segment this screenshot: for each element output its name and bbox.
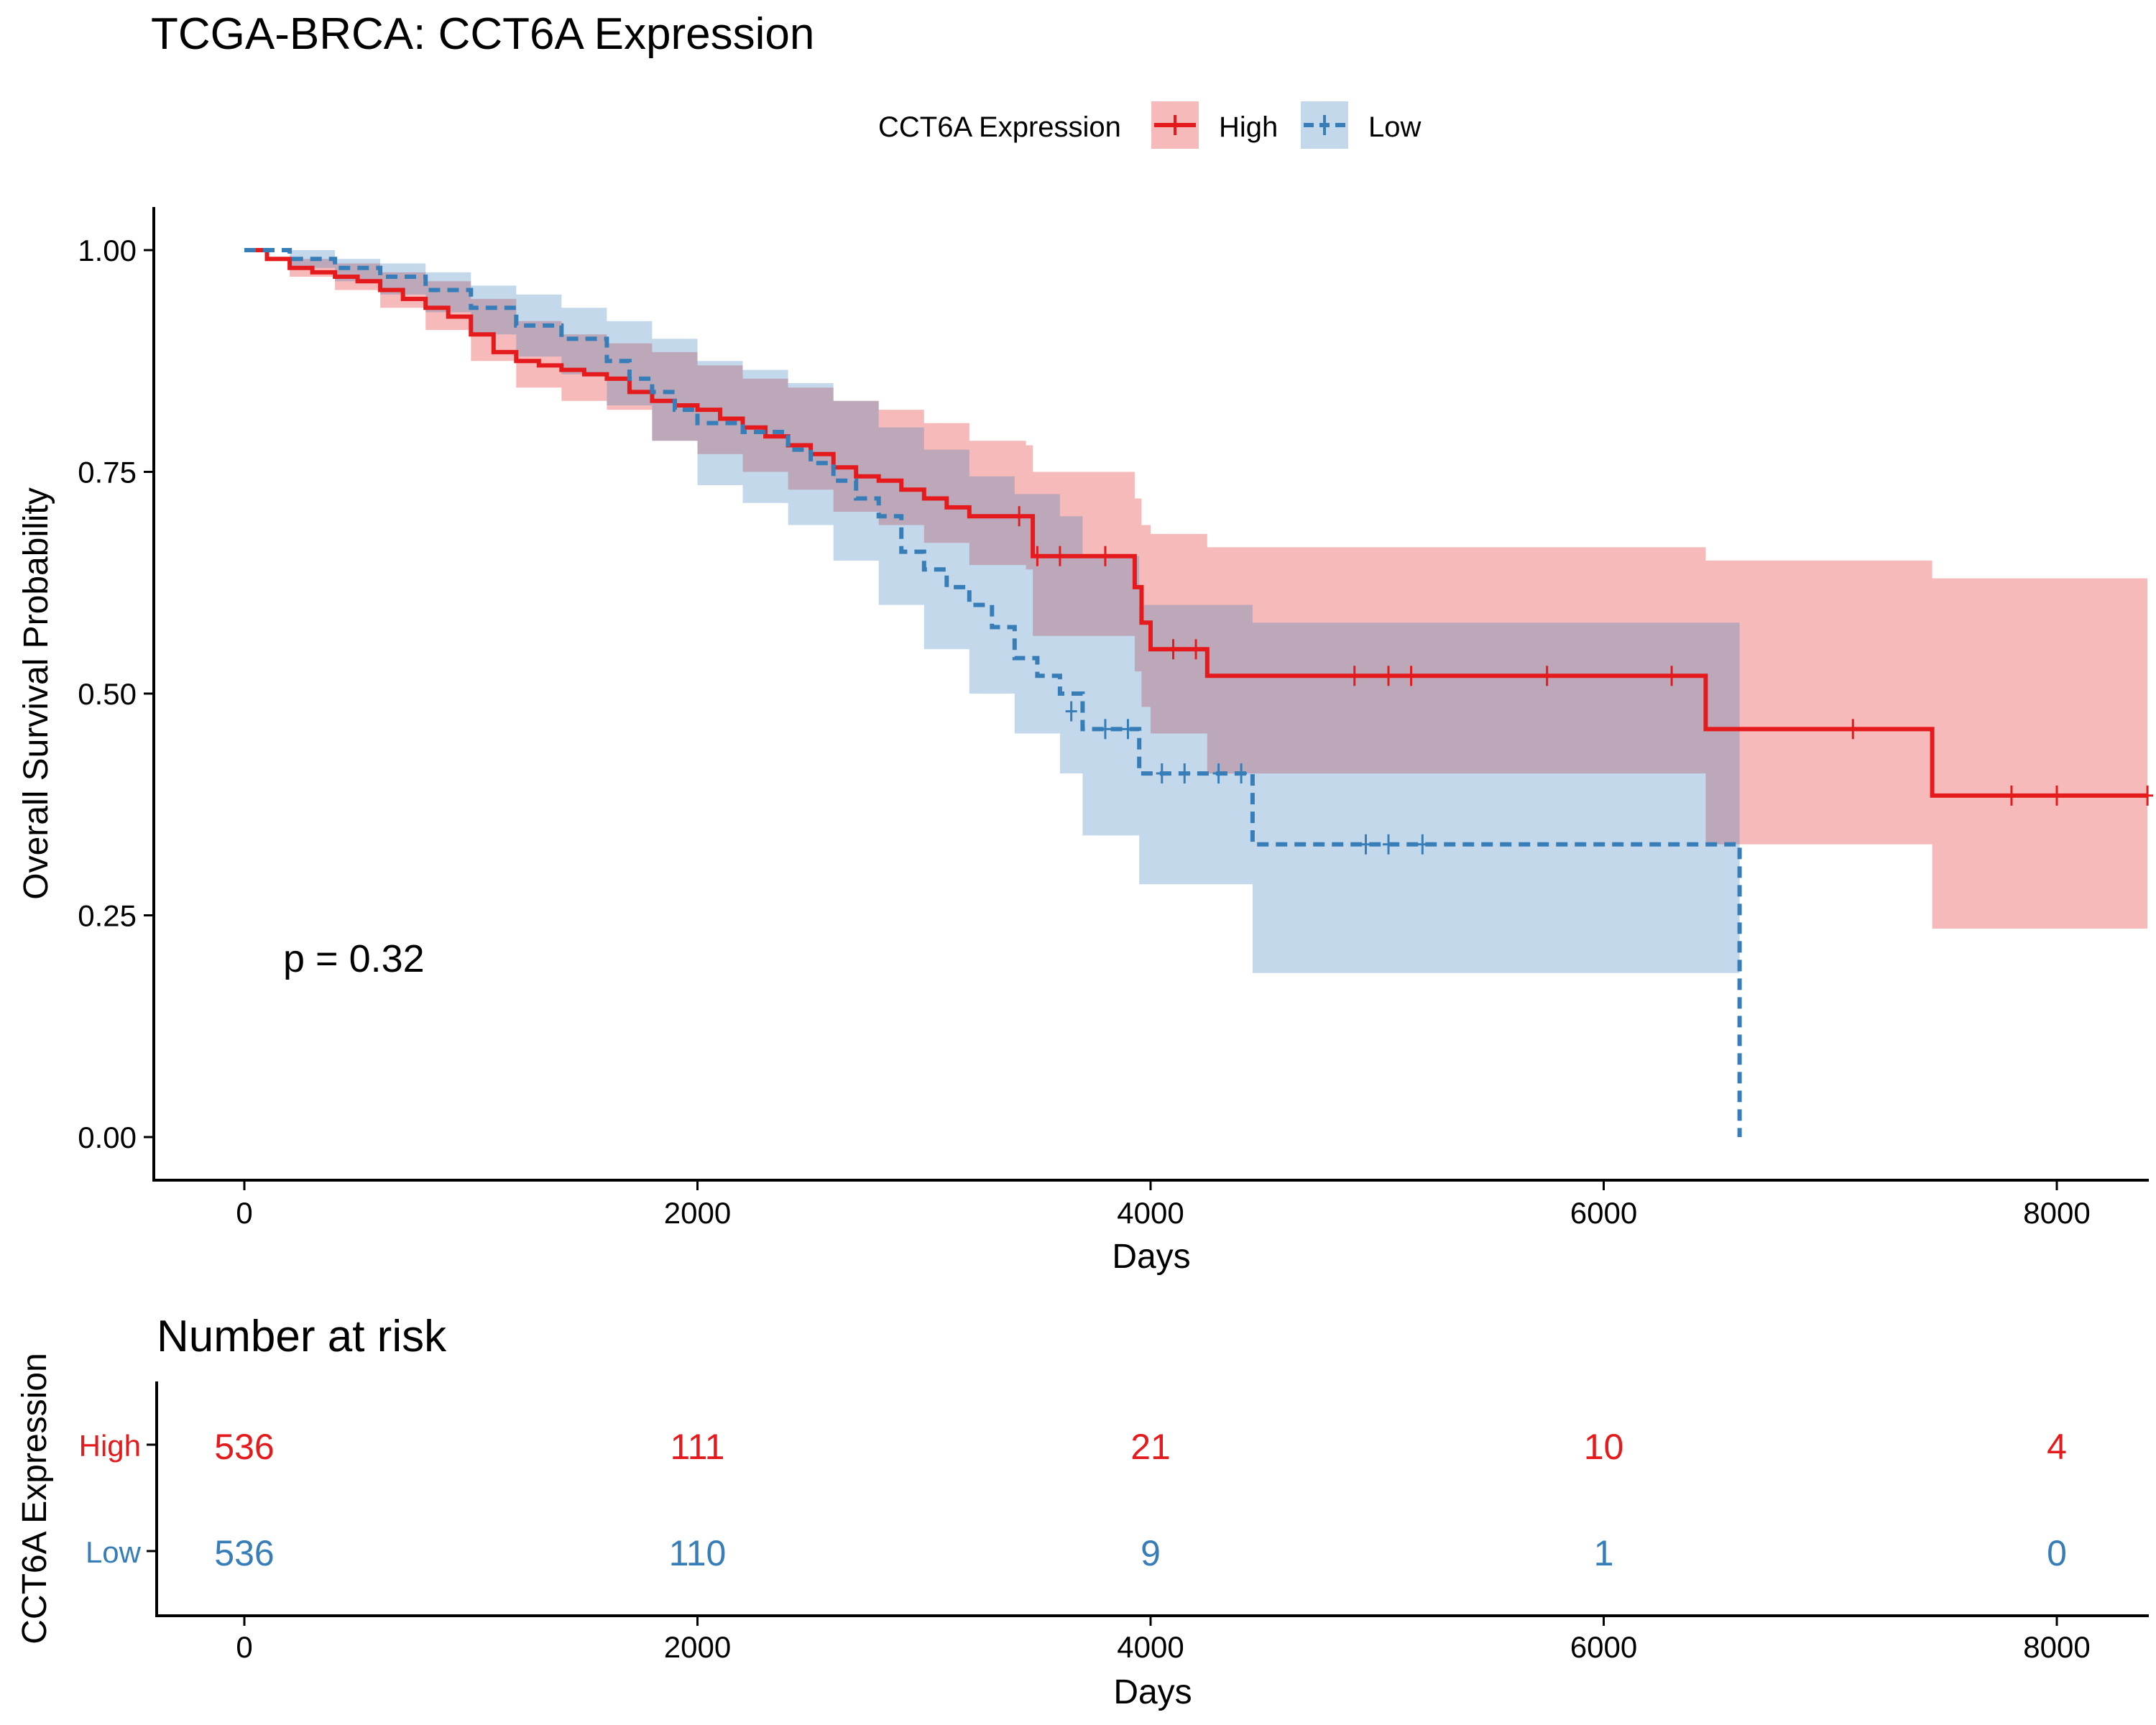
y-axis-ticks: 0.00 0.25 0.50 0.75 1.00 bbox=[78, 234, 154, 1154]
chart-title: TCGA-BRCA: CCT6A Expression bbox=[151, 9, 814, 59]
censor-mark-low bbox=[1212, 763, 1225, 784]
y-tick-label: 0.75 bbox=[78, 456, 137, 489]
x-tick-label: 0 bbox=[236, 1196, 252, 1230]
survival-curves bbox=[244, 248, 2148, 1137]
censor-mark-high bbox=[1054, 546, 1066, 566]
risk-row-label-low: Low bbox=[86, 1535, 142, 1569]
legend-label-low: Low bbox=[1368, 111, 1421, 143]
censor-marks bbox=[1013, 506, 2154, 855]
x-tick-label: 8000 bbox=[2023, 1196, 2090, 1230]
censor-mark-high bbox=[2005, 785, 2017, 806]
x-axis-title: Days bbox=[1112, 1238, 1190, 1276]
censor-mark-low bbox=[1360, 834, 1372, 855]
risk-count-low: 110 bbox=[669, 1533, 727, 1573]
risk-x-tick-label: 4000 bbox=[1117, 1630, 1184, 1664]
risk-count-high: 111 bbox=[670, 1427, 724, 1467]
censor-mark-high bbox=[1541, 666, 1553, 686]
censor-mark-low bbox=[1235, 763, 1248, 784]
censor-mark-high bbox=[1348, 666, 1360, 686]
legend-title: CCT6A Expression bbox=[878, 111, 1121, 143]
censor-mark-low bbox=[1383, 834, 1395, 855]
censor-mark-low bbox=[1179, 763, 1191, 784]
risk-count-high: 21 bbox=[1130, 1427, 1171, 1467]
risk-count-high: 536 bbox=[214, 1427, 274, 1467]
y-tick-label: 0.00 bbox=[78, 1121, 137, 1154]
x-axis-ticks: 0 2000 4000 6000 8000 bbox=[236, 1180, 2091, 1230]
risk-table-x-axis-title: Days bbox=[1113, 1673, 1192, 1711]
confidence-bands bbox=[244, 250, 2148, 973]
survival-curve-low bbox=[244, 248, 1742, 1137]
risk-x-tick-label: 0 bbox=[236, 1630, 252, 1664]
censor-mark-low bbox=[1122, 719, 1134, 740]
risk-table-y-axis-title: CCT6A Expression bbox=[16, 1353, 54, 1644]
risk-row-label-high: High bbox=[79, 1429, 141, 1463]
survival-curve-high bbox=[244, 248, 2148, 798]
y-axis-title: Overall Survival Probability bbox=[17, 487, 55, 900]
legend-label-high: High bbox=[1219, 111, 1278, 143]
censor-mark-low bbox=[1156, 763, 1168, 784]
legend: CCT6A Expression High Low bbox=[878, 101, 1421, 149]
risk-count-low: 9 bbox=[1141, 1533, 1161, 1573]
risk-table-title: Number at risk bbox=[157, 1312, 447, 1361]
risk-count-high: 4 bbox=[2047, 1427, 2067, 1467]
censor-mark-high bbox=[1099, 546, 1111, 566]
censor-mark-high bbox=[1405, 666, 1417, 686]
x-tick-label: 2000 bbox=[664, 1196, 731, 1230]
censor-mark-high bbox=[1190, 639, 1202, 660]
risk-count-low: 0 bbox=[2047, 1533, 2067, 1573]
risk-x-tick-label: 8000 bbox=[2023, 1630, 2090, 1664]
censor-mark-high bbox=[1847, 719, 1859, 740]
censor-mark-high bbox=[2142, 785, 2154, 806]
x-tick-label: 4000 bbox=[1117, 1196, 1184, 1230]
risk-count-low: 536 bbox=[214, 1533, 274, 1573]
censor-mark-high bbox=[2051, 785, 2063, 806]
x-tick-label: 6000 bbox=[1570, 1196, 1637, 1230]
risk-count-high: 10 bbox=[1584, 1427, 1624, 1467]
censor-mark-high bbox=[1383, 666, 1395, 686]
risk-x-tick-label: 6000 bbox=[1570, 1630, 1637, 1664]
censor-mark-high bbox=[1031, 546, 1044, 566]
censor-mark-low bbox=[1065, 701, 1077, 722]
censor-mark-low bbox=[1099, 719, 1111, 740]
censor-mark-low bbox=[1416, 834, 1429, 855]
censor-mark-high bbox=[1167, 639, 1179, 660]
p-value-annotation: p = 0.32 bbox=[283, 937, 425, 980]
risk-x-tick-label: 2000 bbox=[664, 1630, 731, 1664]
censor-mark-high bbox=[1013, 506, 1026, 527]
legend-key-low bbox=[1301, 101, 1348, 149]
y-tick-label: 1.00 bbox=[78, 234, 137, 267]
legend-key-high bbox=[1151, 101, 1199, 149]
risk-table-x-ticks: 0 2000 4000 6000 8000 bbox=[236, 1616, 2091, 1664]
risk-count-low: 1 bbox=[1594, 1533, 1614, 1573]
y-tick-label: 0.25 bbox=[78, 899, 137, 933]
y-tick-label: 0.50 bbox=[78, 677, 137, 711]
censor-mark-high bbox=[1666, 666, 1678, 686]
